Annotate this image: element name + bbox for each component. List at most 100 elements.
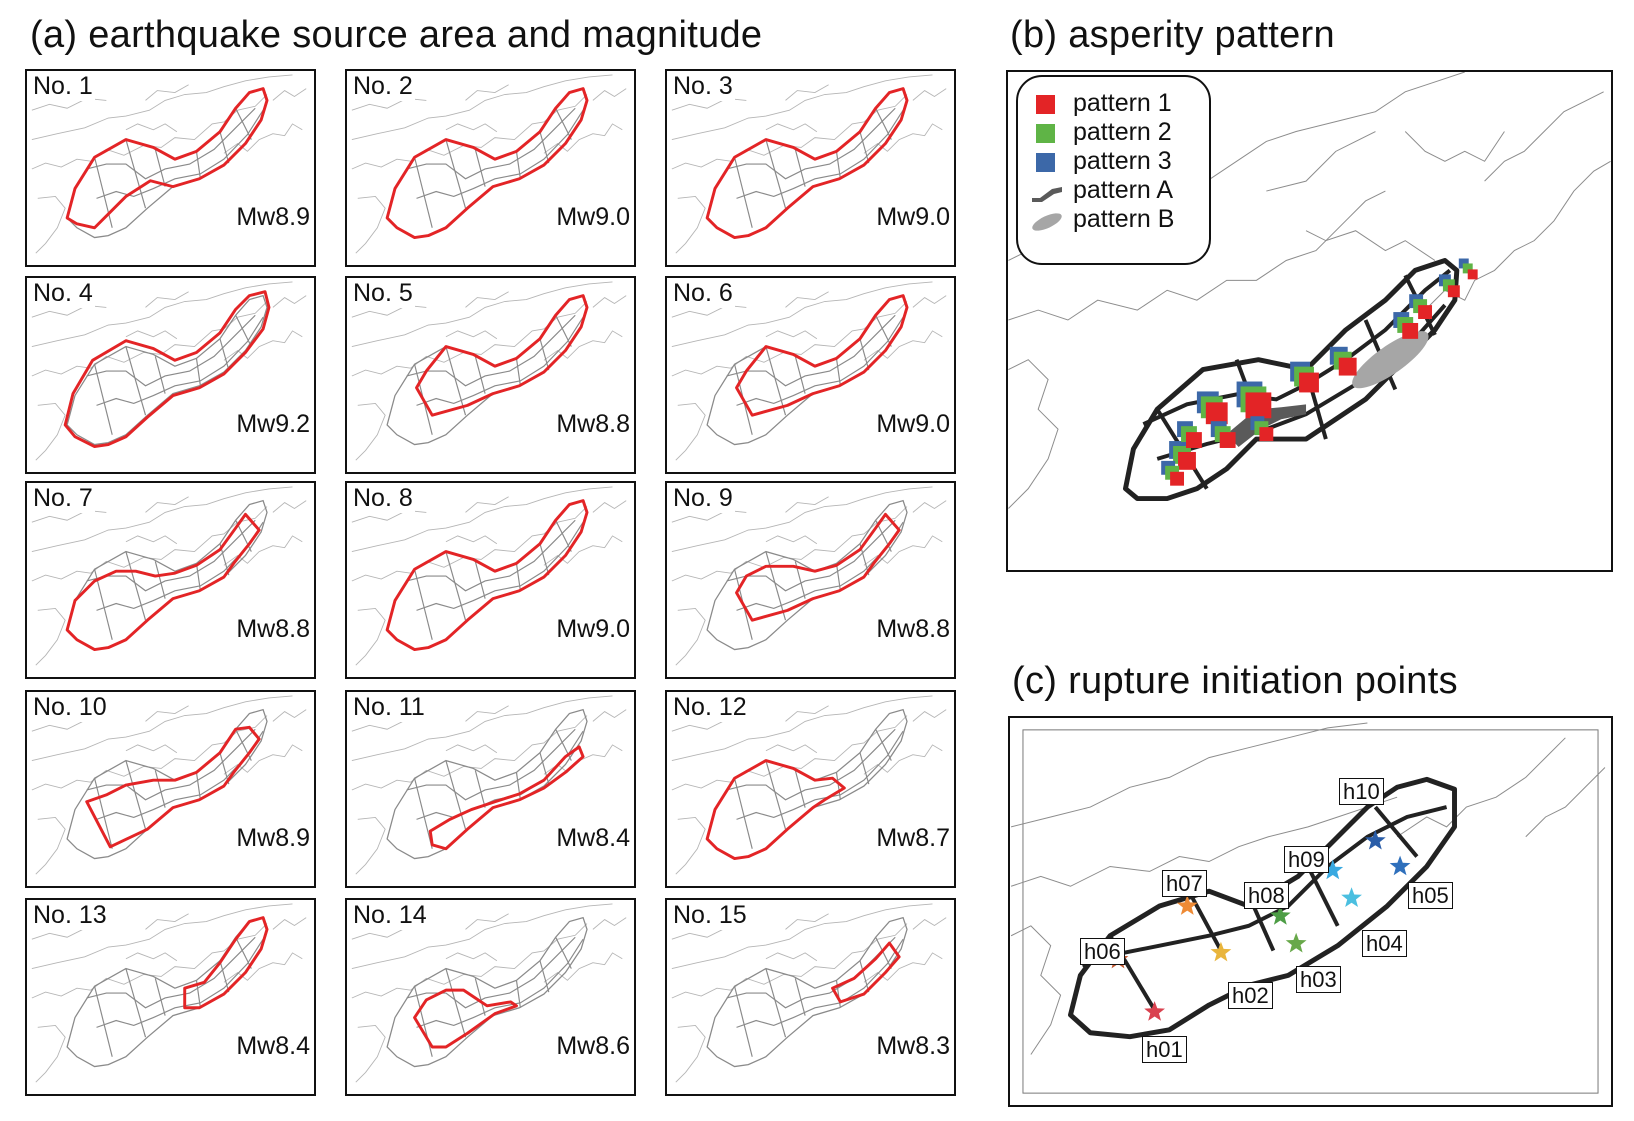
- coastline: [125, 123, 178, 133]
- coastline: [465, 84, 509, 101]
- segment-boundary: [835, 151, 841, 179]
- source-panel-12: No. 12 Mw8.7: [665, 690, 956, 888]
- trough-outline: [386, 916, 588, 1068]
- segment-boundary: [195, 151, 201, 179]
- source-panel-1: No. 1 Mw8.9: [25, 69, 316, 267]
- segment-boundary: [736, 109, 904, 199]
- rupture-area: [705, 87, 909, 240]
- source-panel-map: [31, 281, 307, 461]
- panel-magnitude: Mw9.0: [556, 203, 630, 231]
- coastline: [765, 744, 818, 754]
- coastline: [31, 74, 293, 141]
- coastline: [355, 402, 386, 461]
- coastline: [272, 88, 307, 101]
- segment-boundary: [515, 563, 521, 591]
- pattern-b-region: [1352, 331, 1429, 389]
- segment-boundary: [86, 314, 256, 387]
- segment-boundary: [555, 936, 572, 969]
- segment-boundary: [445, 346, 467, 416]
- coastline: [31, 903, 293, 970]
- segment-boundary: [726, 728, 896, 801]
- star-icon: [1389, 855, 1411, 876]
- segment-boundary: [794, 978, 806, 1016]
- coastline: [272, 500, 307, 513]
- segment-boundary: [235, 107, 252, 140]
- coastline: [445, 330, 498, 340]
- coastline: [465, 496, 509, 513]
- coastline: [1010, 796, 1398, 887]
- coastline: [1010, 925, 1062, 1055]
- segment-boundary: [195, 563, 201, 591]
- coastline: [543, 330, 623, 361]
- rupture-area: [65, 87, 269, 230]
- coastline: [765, 952, 818, 962]
- segment-boundary: [195, 358, 201, 386]
- segment-boundary: [96, 938, 264, 1028]
- rupture-area: [705, 759, 846, 861]
- source-panel-map: [351, 903, 627, 1083]
- initiation-point-label: h08: [1244, 882, 1289, 909]
- asperity-pattern-1: [1447, 285, 1460, 298]
- rupture-area: [428, 745, 585, 851]
- segment-boundary: [1185, 887, 1223, 952]
- segment-boundary: [726, 107, 896, 180]
- panel-magnitude: Mw8.8: [236, 615, 310, 643]
- rupture-area: [735, 294, 909, 417]
- coastline: [1484, 91, 1604, 182]
- segment-boundary: [875, 107, 892, 140]
- legend-pattern-a-label: pattern A: [1073, 176, 1174, 204]
- segment-boundary: [474, 978, 486, 1016]
- segment-boundary: [835, 358, 841, 386]
- coastline: [351, 903, 613, 970]
- segment-boundary: [1373, 805, 1419, 858]
- coastline: [355, 607, 386, 666]
- segment-boundary: [445, 551, 467, 621]
- map-frame: [1022, 729, 1599, 1094]
- segment-boundary: [445, 760, 467, 830]
- segment-boundary: [406, 728, 576, 801]
- pattern-b-swatch: [1032, 213, 1062, 231]
- segment-boundary: [86, 107, 256, 180]
- star-icon: [1144, 1001, 1166, 1021]
- legend-pattern-2: pattern 2: [1018, 118, 1209, 148]
- segment-boundary: [96, 316, 264, 406]
- segment-boundary: [154, 149, 166, 187]
- coastline: [671, 74, 933, 141]
- initiation-point-label: h07: [1162, 870, 1207, 897]
- segment-boundary: [555, 519, 572, 552]
- segment-boundary: [1306, 865, 1340, 927]
- panel-number: No. 9: [671, 484, 735, 513]
- asperity-pattern-1: [1245, 392, 1272, 419]
- source-panel-2: No. 2 Mw9.0: [345, 69, 636, 267]
- star-icon: [1341, 887, 1362, 907]
- segment-boundary: [219, 960, 230, 993]
- pattern-a-swatch: [1032, 187, 1062, 202]
- coastline: [31, 486, 293, 553]
- coastline: [272, 917, 307, 930]
- panel-number: No. 6: [671, 279, 735, 308]
- legend-pattern-3: pattern 3: [1018, 147, 1209, 177]
- source-panel-9: No. 9 Mw8.8: [665, 481, 956, 679]
- coastline: [272, 295, 307, 308]
- panel-magnitude: Mw8.4: [236, 1032, 310, 1060]
- segment-boundary: [125, 968, 147, 1038]
- coastline: [145, 84, 189, 101]
- panel-magnitude: Mw9.0: [876, 410, 950, 438]
- coastline: [31, 281, 293, 348]
- coastline: [125, 744, 178, 754]
- segment-boundary: [859, 131, 870, 164]
- segment-boundary: [726, 314, 896, 387]
- coastline: [35, 607, 66, 666]
- coastline: [125, 535, 178, 545]
- coastline: [272, 709, 307, 722]
- source-panel-15: No. 15 Mw8.3: [665, 898, 956, 1096]
- panel-number: No. 12: [671, 693, 749, 722]
- coastline: [671, 695, 933, 762]
- segment-boundary: [726, 519, 896, 592]
- star-icon: [1322, 859, 1344, 880]
- coastline: [543, 535, 623, 566]
- segment-boundary: [474, 356, 486, 394]
- segment-boundary: [1251, 905, 1276, 952]
- coastline: [785, 496, 829, 513]
- pattern-1-swatch: [1036, 95, 1055, 114]
